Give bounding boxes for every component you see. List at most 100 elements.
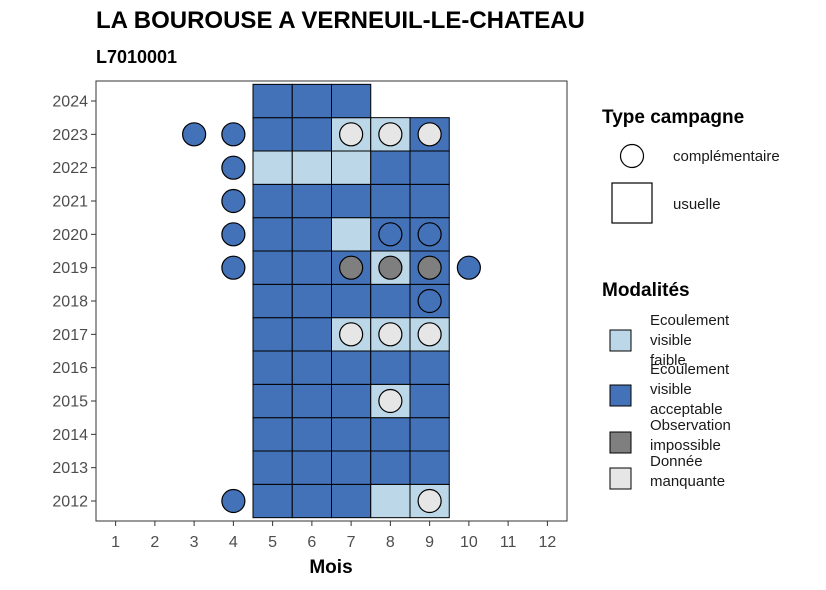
legend-modalites-items: EcoulementvisiblefaibleEcoulementvisible… <box>609 312 731 490</box>
tile-2019-6 <box>291 250 332 285</box>
point-2019-10 <box>456 255 481 280</box>
point-2017-9 <box>417 322 442 347</box>
legend-type-complementaire: complémentaire <box>673 148 780 165</box>
point-2023-9 <box>417 122 442 147</box>
tile-2012-5 <box>252 483 293 519</box>
legend-modalite-label: Ecoulement <box>650 312 730 329</box>
tile-2022-6 <box>291 150 332 185</box>
chart-subtitle: L7010001 <box>96 47 178 67</box>
tile-2019-5 <box>252 250 293 285</box>
legend-modalite-label: faible <box>650 352 686 369</box>
point-2023-7 <box>339 122 364 147</box>
x-tick-label: 11 <box>500 534 517 551</box>
x-tick-label: 7 <box>347 534 356 551</box>
x-axis: 1 2 3 4 5 6 7 8 9 10 11 12 <box>111 521 556 551</box>
legend-square-symbol <box>611 182 653 224</box>
tile-2013-8 <box>370 450 411 485</box>
tile-2016-8 <box>370 350 411 385</box>
tile-2016-7 <box>331 350 372 385</box>
x-tick-label: 4 <box>229 534 238 551</box>
tile-2017-6 <box>291 317 332 352</box>
tile-2012-6 <box>291 483 332 519</box>
x-tick-label: 1 <box>111 534 120 551</box>
tile-2022-8 <box>370 150 411 185</box>
complementaire-points <box>182 122 481 514</box>
legend-swatch-1 <box>609 384 632 407</box>
y-tick-label: 2012 <box>52 494 88 511</box>
tile-2017-5 <box>252 317 293 352</box>
legend-swatch-2 <box>609 431 632 454</box>
legend-modalite-label: visible <box>650 332 692 349</box>
point-2019-8 <box>378 255 403 280</box>
tile-2016-6 <box>291 350 332 385</box>
point-2017-8 <box>378 322 403 347</box>
legend-circle-symbol <box>619 143 645 169</box>
y-tick-label: 2015 <box>52 394 88 411</box>
tile-2021-8 <box>370 183 411 219</box>
legend-modalite-label: Ecoulement <box>650 361 730 378</box>
legend-swatch-0 <box>609 329 632 352</box>
legend-modalite-label: Observation <box>650 417 731 434</box>
y-tick-label: 2024 <box>52 94 88 111</box>
x-axis-title: Mois <box>309 557 352 578</box>
tile-2014-7 <box>331 417 372 452</box>
tile-2018-8 <box>370 283 411 319</box>
tile-2023-5 <box>252 117 293 152</box>
tile-2016-9 <box>409 350 450 385</box>
tile-2021-6 <box>291 183 332 219</box>
y-tick-label: 2017 <box>52 327 88 344</box>
legend-swatch-3 <box>609 467 632 490</box>
point-2023-3 <box>182 122 207 147</box>
x-tick-label: 10 <box>460 534 478 551</box>
tile-2018-5 <box>252 283 293 319</box>
tile-2015-9 <box>409 383 450 419</box>
tile-2021-9 <box>409 183 450 219</box>
y-tick-label: 2014 <box>52 427 88 444</box>
point-2023-8 <box>378 122 403 147</box>
legend: Type campagne complémentaire usuelle Mod… <box>602 107 780 490</box>
tile-2014-6 <box>291 417 332 452</box>
y-tick-label: 2016 <box>52 360 88 377</box>
point-2018-9 <box>417 288 442 314</box>
point-2019-7 <box>339 255 364 280</box>
legend-type-usuelle: usuelle <box>673 196 721 213</box>
tile-2014-9 <box>409 417 450 452</box>
point-2022-4 <box>221 155 246 180</box>
usuelle-tiles <box>252 83 450 519</box>
tile-2012-8 <box>370 483 411 519</box>
x-tick-label: 8 <box>386 534 395 551</box>
tile-2020-7 <box>331 217 372 252</box>
y-tick-label: 2022 <box>52 160 88 177</box>
legend-modalite-label: acceptable <box>650 401 723 418</box>
tile-2012-7 <box>331 483 372 519</box>
tile-2015-7 <box>331 383 372 419</box>
point-2023-4 <box>221 122 246 147</box>
x-tick-label: 12 <box>538 534 556 551</box>
y-tick-label: 2013 <box>52 460 88 477</box>
tile-2022-7 <box>331 150 372 185</box>
tile-2018-7 <box>331 283 372 319</box>
chart-title: LA BOUROUSE A VERNEUIL-LE-CHATEAU <box>96 7 585 34</box>
tile-2014-5 <box>252 417 293 452</box>
tile-2023-6 <box>291 117 332 152</box>
tile-2013-9 <box>409 450 450 485</box>
tile-2024-5 <box>252 83 293 119</box>
tile-2015-5 <box>252 383 293 419</box>
tile-2021-7 <box>331 183 372 219</box>
tile-2020-6 <box>291 217 332 252</box>
point-2017-7 <box>339 322 364 347</box>
y-tick-label: 2020 <box>52 227 88 244</box>
point-2012-4 <box>221 488 246 514</box>
x-tick-label: 2 <box>150 534 159 551</box>
y-tick-label: 2021 <box>52 194 88 211</box>
tile-2020-5 <box>252 217 293 252</box>
tile-2014-8 <box>370 417 411 452</box>
tile-2024-7 <box>331 83 372 119</box>
tile-2013-7 <box>331 450 372 485</box>
tile-2022-9 <box>409 150 450 185</box>
tile-2013-5 <box>252 450 293 485</box>
tile-2013-6 <box>291 450 332 485</box>
tile-2021-5 <box>252 183 293 219</box>
point-2020-4 <box>221 222 246 247</box>
